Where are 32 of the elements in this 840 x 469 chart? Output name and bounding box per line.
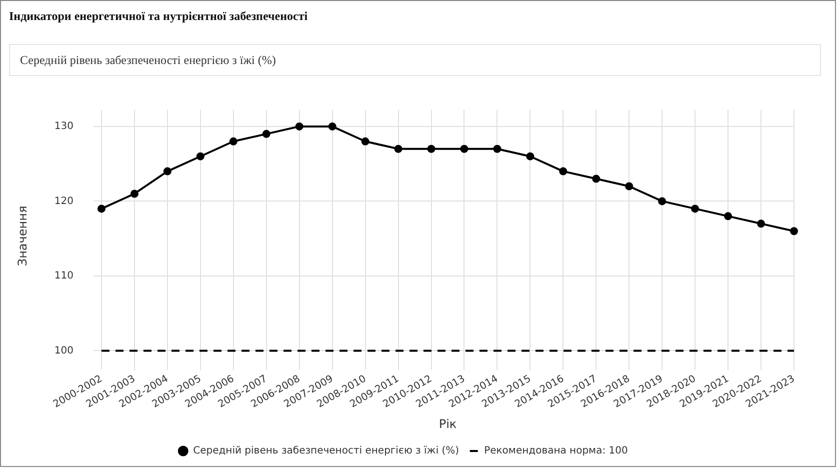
point	[559, 167, 568, 176]
point	[658, 197, 666, 206]
y-tick-label: 100	[54, 345, 74, 356]
y-tick-label: 120	[54, 196, 74, 207]
point	[394, 144, 402, 153]
point	[262, 130, 270, 138]
point	[427, 144, 436, 153]
y-axis-title: Значення	[15, 206, 30, 266]
point	[97, 204, 106, 213]
point	[361, 137, 370, 146]
point	[229, 137, 238, 146]
point	[724, 212, 732, 220]
point	[493, 144, 502, 153]
point	[625, 182, 634, 190]
legend-label: Рекомендована норма: 100	[484, 446, 628, 457]
legend-label: Середній рівень забезпеченості енергією з їжі (%)	[193, 446, 460, 457]
point	[790, 227, 798, 236]
point	[295, 122, 304, 130]
point	[757, 220, 766, 228]
chart-title: Індикатори енергетичної та нутрієнтної забезпеченості	[9, 9, 308, 24]
x-axis-title: Рік	[438, 416, 457, 431]
point	[196, 152, 204, 160]
y-tick-label: 130	[54, 121, 74, 132]
point	[592, 174, 600, 183]
point	[163, 167, 172, 176]
y-tick-label: 110	[54, 270, 74, 282]
point	[460, 144, 468, 153]
point	[691, 204, 700, 213]
point	[328, 122, 336, 130]
point	[526, 152, 534, 160]
chart-subtitle: Середній рівень забезпеченості енергією з їжі (%)	[9, 44, 821, 76]
point	[130, 190, 138, 198]
